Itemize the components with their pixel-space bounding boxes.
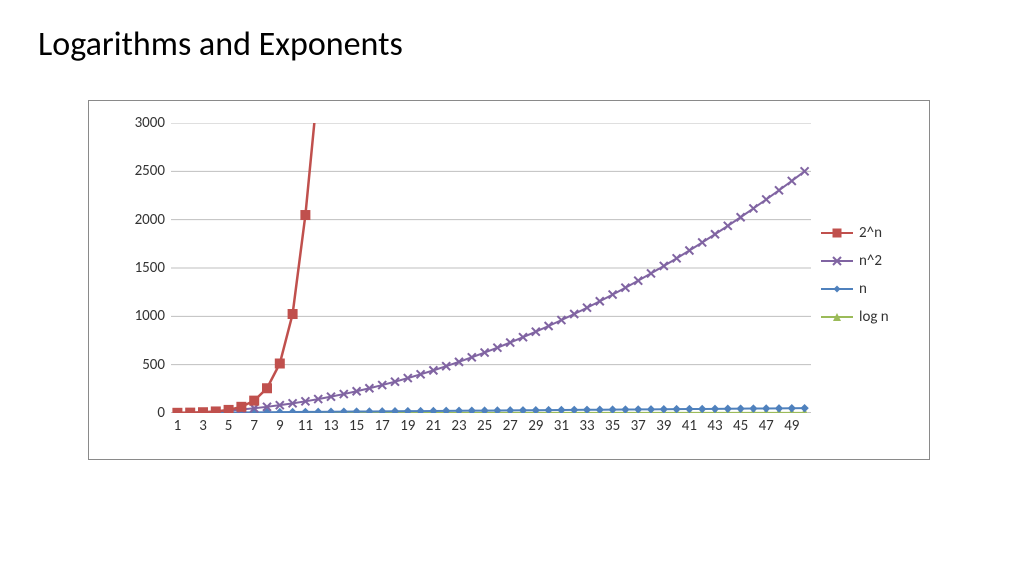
x-tick-label: 37 xyxy=(631,413,646,435)
legend-swatch xyxy=(821,280,853,298)
x-tick-label: 35 xyxy=(605,413,620,435)
legend-item: log n xyxy=(821,303,921,331)
x-tick-label: 7 xyxy=(250,413,258,435)
y-tick-label: 500 xyxy=(119,356,171,374)
x-tick-label: 45 xyxy=(733,413,748,435)
x-tick-label: 5 xyxy=(225,413,233,435)
legend-label: n^2 xyxy=(859,252,882,270)
chart-svg xyxy=(171,123,811,413)
x-tick-label: 11 xyxy=(298,413,313,435)
slide: Logarithms and Exponents 050010001500200… xyxy=(0,0,1024,576)
x-tick-label: 39 xyxy=(656,413,671,435)
x-tick-label: 19 xyxy=(400,413,415,435)
x-tick-label: 17 xyxy=(375,413,390,435)
x-tick-label: 43 xyxy=(707,413,722,435)
y-tick-label: 2000 xyxy=(119,211,171,229)
legend-label: 2^n xyxy=(859,224,882,242)
legend-item: n^2 xyxy=(821,247,921,275)
x-tick-label: 29 xyxy=(528,413,543,435)
legend: 2^n n^2 n log n xyxy=(821,219,921,331)
y-tick-label: 0 xyxy=(119,404,171,422)
legend-item: n xyxy=(821,275,921,303)
x-tick-label: 23 xyxy=(451,413,466,435)
x-tick-label: 3 xyxy=(199,413,207,435)
legend-swatch xyxy=(821,224,853,242)
x-tick-label: 47 xyxy=(759,413,774,435)
x-tick-label: 9 xyxy=(276,413,284,435)
x-tick-label: 31 xyxy=(554,413,569,435)
x-tick-label: 49 xyxy=(784,413,799,435)
y-tick-label: 1500 xyxy=(119,259,171,277)
y-tick-label: 3000 xyxy=(119,114,171,132)
legend-item: 2^n xyxy=(821,219,921,247)
legend-label: log n xyxy=(859,308,889,326)
y-tick-label: 2500 xyxy=(119,162,171,180)
x-tick-label: 25 xyxy=(477,413,492,435)
legend-label: n xyxy=(859,280,867,298)
x-tick-label: 27 xyxy=(503,413,518,435)
legend-swatch xyxy=(821,308,853,326)
x-tick-label: 13 xyxy=(323,413,338,435)
x-tick-label: 41 xyxy=(682,413,697,435)
x-tick-label: 1 xyxy=(174,413,182,435)
x-tick-label: 21 xyxy=(426,413,441,435)
x-tick-label: 33 xyxy=(579,413,594,435)
page-title: Logarithms and Exponents xyxy=(38,24,403,65)
chart-container: 050010001500200025003000 135791113151719… xyxy=(88,100,930,460)
y-tick-label: 1000 xyxy=(119,307,171,325)
legend-swatch xyxy=(821,252,853,270)
x-tick-label: 15 xyxy=(349,413,364,435)
plot-area: 050010001500200025003000 135791113151719… xyxy=(171,123,811,413)
